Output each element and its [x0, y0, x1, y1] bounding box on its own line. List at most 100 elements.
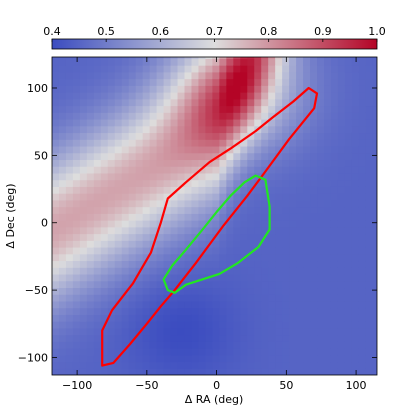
heatmap-cell — [163, 186, 172, 194]
heatmap-cell — [128, 159, 137, 167]
heatmap-cell — [365, 273, 374, 282]
heatmap-cell — [177, 348, 186, 356]
heatmap-cell — [219, 307, 227, 315]
heatmap-cell — [86, 233, 95, 241]
heatmap-cell — [254, 273, 262, 282]
heatmap-cell — [149, 294, 158, 302]
heatmap-cell — [365, 179, 374, 187]
heatmap-cell — [219, 206, 227, 214]
heatmap-cell — [310, 294, 318, 302]
heatmap-cell — [240, 348, 248, 356]
heatmap-cell — [100, 139, 109, 147]
heatmap-cell — [72, 112, 81, 120]
heatmap-cell — [344, 273, 353, 282]
heatmap-cell — [65, 112, 74, 120]
heatmap-cell — [142, 361, 151, 369]
heatmap-cell — [358, 368, 367, 375]
heatmap-cell — [275, 287, 283, 295]
heatmap-cell — [191, 145, 200, 154]
heatmap-cell — [212, 159, 220, 167]
heatmap-cell — [268, 125, 276, 134]
heatmap-cell — [247, 78, 255, 86]
heatmap-cell — [303, 334, 311, 342]
heatmap-cell — [142, 314, 151, 322]
heatmap-cell — [177, 233, 186, 241]
heatmap-cell — [142, 179, 151, 187]
heatmap-cell — [65, 139, 74, 147]
heatmap-cell — [233, 105, 241, 113]
heatmap-cell — [289, 58, 297, 66]
heatmap-cell — [372, 300, 377, 309]
heatmap-cell — [310, 348, 318, 356]
heatmap-cell — [58, 246, 67, 255]
heatmap-cell — [142, 260, 151, 268]
heatmap-cell — [128, 300, 137, 309]
heatmap-cell — [324, 307, 332, 315]
heatmap-cell — [219, 166, 227, 174]
heatmap-cell — [163, 193, 172, 201]
heatmap-cell — [72, 253, 81, 262]
heatmap-cell — [100, 348, 109, 356]
heatmap-cell — [219, 132, 227, 140]
heatmap-cell — [261, 260, 269, 268]
heatmap-cell — [86, 273, 95, 282]
heatmap-cell — [330, 166, 339, 174]
heatmap-cell — [86, 179, 95, 187]
heatmap-cell — [351, 112, 360, 120]
heatmap-cell — [261, 172, 269, 181]
heatmap-cell — [58, 341, 67, 349]
heatmap-cell — [254, 314, 262, 322]
heatmap-cell — [219, 213, 227, 221]
heatmap-cell — [219, 354, 227, 363]
heatmap-cell — [163, 92, 172, 100]
heatmap-cell — [303, 368, 311, 375]
heatmap-cell — [93, 348, 102, 356]
heatmap-cell — [289, 186, 297, 194]
heatmap-cell — [296, 85, 304, 93]
heatmap-cell — [72, 287, 81, 295]
heatmap-cell — [135, 85, 144, 93]
heatmap-cell — [268, 213, 276, 221]
heatmap-cell — [135, 240, 144, 248]
heatmap-cell — [275, 112, 283, 120]
heatmap-cell — [212, 172, 220, 181]
heatmap-cell — [254, 166, 262, 174]
heatmap-cell — [52, 321, 60, 329]
heatmap-cell — [324, 152, 332, 161]
heatmap-cell — [317, 92, 325, 100]
heatmap-cell — [177, 354, 186, 363]
heatmap-cell — [247, 354, 255, 363]
heatmap-cell — [324, 327, 332, 336]
heatmap-cell — [212, 105, 220, 113]
heatmap-cell — [358, 125, 367, 134]
heatmap-cell — [72, 240, 81, 248]
heatmap-cell — [289, 78, 297, 86]
heatmap-cell — [226, 307, 234, 315]
heatmap-cell — [296, 341, 304, 349]
heatmap-cell — [282, 98, 290, 107]
heatmap-cell — [344, 233, 353, 241]
heatmap-cell — [163, 105, 172, 113]
heatmap-cell — [303, 139, 311, 147]
heatmap-cell — [358, 361, 367, 369]
heatmap-cell — [142, 253, 151, 262]
heatmap-cell — [351, 334, 360, 342]
heatmap-cell — [219, 348, 227, 356]
heatmap-cell — [289, 354, 297, 363]
heatmap-cell — [149, 57, 158, 59]
heatmap-cell — [344, 368, 353, 375]
heatmap-cell — [170, 240, 179, 248]
heatmap-cell — [86, 98, 95, 107]
heatmap-cell — [330, 314, 339, 322]
heatmap-cell — [65, 118, 74, 127]
heatmap-cell — [212, 307, 220, 315]
heatmap-cell — [79, 294, 88, 302]
heatmap-cell — [365, 139, 374, 147]
heatmap-cell — [330, 145, 339, 154]
heatmap-cell — [58, 132, 67, 140]
heatmap-cell — [240, 132, 248, 140]
heatmap-cell — [324, 253, 332, 262]
heatmap-cell — [114, 105, 123, 113]
heatmap-cell — [121, 233, 130, 241]
heatmap-cell — [107, 233, 116, 241]
